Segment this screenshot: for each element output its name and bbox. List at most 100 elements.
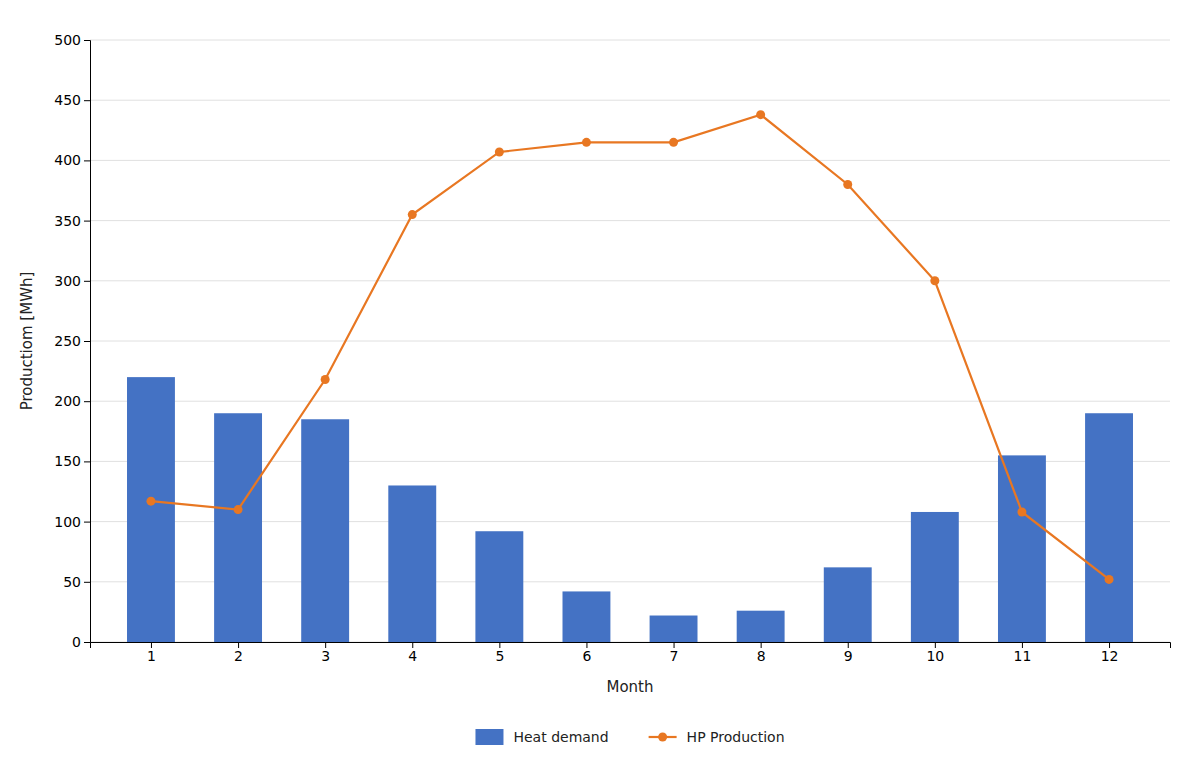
y-tick-label: 250 bbox=[54, 333, 81, 349]
y-tick-mark bbox=[84, 461, 90, 462]
line-series bbox=[146, 110, 1113, 584]
y-tick: 0 bbox=[72, 634, 90, 650]
y-axis-title: Productiom [MWh] bbox=[18, 272, 36, 411]
bar bbox=[650, 616, 698, 642]
x-tick-label: 8 bbox=[757, 648, 766, 664]
x-axis-title: Month bbox=[606, 678, 653, 696]
y-tick-label: 0 bbox=[72, 634, 81, 650]
marker bbox=[234, 505, 243, 514]
x-tick-label: 5 bbox=[495, 648, 504, 664]
y-tick: 300 bbox=[54, 273, 90, 289]
y-tick-label: 200 bbox=[54, 393, 81, 409]
bar bbox=[911, 512, 959, 642]
x-tick: 12 bbox=[1101, 642, 1119, 664]
y-tick: 400 bbox=[54, 152, 90, 168]
marker bbox=[408, 210, 417, 219]
y-tick: 200 bbox=[54, 393, 90, 409]
legend-swatch bbox=[475, 729, 503, 745]
y-tick-mark bbox=[84, 281, 90, 282]
y-tick-label: 400 bbox=[54, 152, 81, 168]
x-tick: 3 bbox=[321, 642, 330, 664]
y-tick-label: 100 bbox=[54, 514, 81, 530]
x-axis-line bbox=[91, 643, 1171, 649]
x-tick-label: 1 bbox=[147, 648, 156, 664]
grid-line bbox=[90, 100, 1170, 101]
x-tick: 11 bbox=[1014, 642, 1032, 664]
grid-line bbox=[90, 160, 1170, 161]
x-tick-label: 9 bbox=[844, 648, 853, 664]
y-tick-mark bbox=[84, 221, 90, 222]
y-tick-mark bbox=[84, 100, 90, 101]
y-tick: 450 bbox=[54, 92, 90, 108]
bar bbox=[824, 567, 872, 642]
marker bbox=[1105, 575, 1114, 584]
x-tick: 10 bbox=[926, 642, 944, 664]
y-axis: 0 50 100 150 200 250 300 350 400 450 500 bbox=[54, 32, 90, 650]
bar-series bbox=[127, 377, 1133, 642]
y-tick: 150 bbox=[54, 453, 90, 469]
bar bbox=[475, 531, 523, 642]
y-tick: 50 bbox=[63, 574, 90, 590]
y-tick-mark bbox=[84, 160, 90, 161]
marker bbox=[582, 138, 591, 147]
y-tick-label: 150 bbox=[54, 453, 81, 469]
x-tick: 4 bbox=[408, 642, 417, 664]
y-tick: 250 bbox=[54, 333, 90, 349]
y-tick: 350 bbox=[54, 213, 90, 229]
y-tick-mark bbox=[84, 642, 90, 643]
x-tick: 5 bbox=[495, 642, 504, 664]
marker bbox=[1017, 507, 1026, 516]
y-axis-line bbox=[84, 41, 91, 643]
y-tick-label: 350 bbox=[54, 213, 81, 229]
y-tick: 100 bbox=[54, 514, 90, 530]
grid-line bbox=[90, 401, 1170, 402]
legend-item: HP Production bbox=[649, 729, 785, 745]
line bbox=[151, 115, 1109, 580]
legend-marker bbox=[658, 733, 667, 742]
bar bbox=[301, 419, 349, 642]
x-tick-label: 7 bbox=[670, 648, 679, 664]
bar bbox=[214, 413, 262, 642]
y-tick-label: 450 bbox=[54, 92, 81, 108]
grid-line bbox=[90, 280, 1170, 281]
x-tick-label: 2 bbox=[234, 648, 243, 664]
grid-line bbox=[90, 40, 1170, 41]
marker bbox=[669, 138, 678, 147]
y-tick-label: 500 bbox=[54, 32, 81, 48]
marks bbox=[127, 110, 1133, 642]
x-tick-label: 3 bbox=[321, 648, 330, 664]
marker bbox=[843, 180, 852, 189]
x-tick-label: 4 bbox=[408, 648, 417, 664]
marker bbox=[930, 276, 939, 285]
x-tick: 1 bbox=[147, 642, 156, 664]
grid-line bbox=[90, 220, 1170, 221]
bar bbox=[388, 485, 436, 642]
x-tick-label: 11 bbox=[1014, 648, 1032, 664]
marker bbox=[321, 375, 330, 384]
bar bbox=[998, 455, 1046, 642]
x-tick: 9 bbox=[844, 642, 853, 664]
y-tick-label: 50 bbox=[63, 574, 81, 590]
y-tick: 500 bbox=[54, 32, 90, 48]
legend: Heat demand HP Production bbox=[475, 729, 784, 745]
y-tick-mark bbox=[84, 582, 90, 583]
bar bbox=[563, 591, 611, 642]
legend-item: Heat demand bbox=[475, 729, 608, 745]
marker bbox=[495, 147, 504, 156]
y-tick-label: 300 bbox=[54, 273, 81, 289]
bar bbox=[1085, 413, 1133, 642]
x-tick-label: 6 bbox=[582, 648, 591, 664]
bar bbox=[127, 377, 175, 642]
x-tick: 2 bbox=[234, 642, 243, 664]
bar bbox=[737, 611, 785, 642]
marker bbox=[146, 497, 155, 506]
y-tick-mark bbox=[84, 401, 90, 402]
x-axis: 123456789101112 bbox=[91, 642, 1171, 664]
x-tick: 6 bbox=[582, 642, 591, 664]
x-tick: 8 bbox=[757, 642, 766, 664]
chart: 1234567891011120501001502002503003504004… bbox=[0, 0, 1200, 782]
grid bbox=[90, 40, 1170, 642]
x-tick: 7 bbox=[670, 642, 679, 664]
legend-label: HP Production bbox=[687, 729, 785, 745]
y-tick-mark bbox=[84, 522, 90, 523]
